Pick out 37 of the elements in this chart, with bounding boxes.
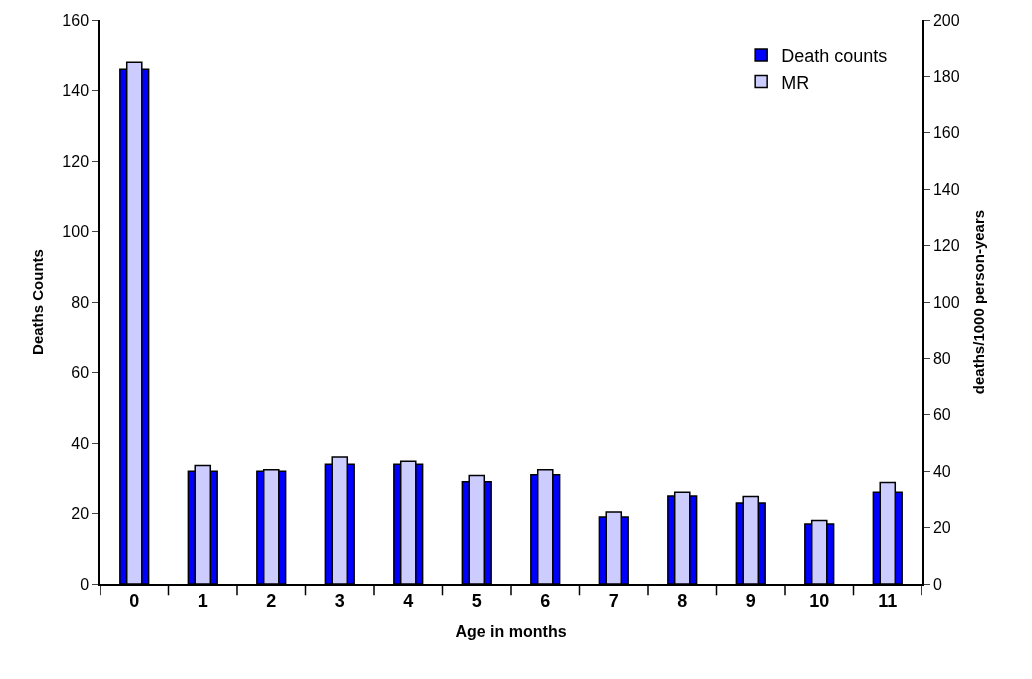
y2-tick-label: 80 <box>932 350 951 367</box>
x-tick-label: 10 <box>809 591 830 612</box>
y2-tick-label: 100 <box>932 293 960 311</box>
y-tick-label: 100 <box>62 223 90 241</box>
y-tick-label: 40 <box>71 434 90 452</box>
y-tick-label: 60 <box>71 364 90 382</box>
y-axis-title: Deaths Counts <box>29 249 47 355</box>
y2-axis-title: deaths/1000 person-years <box>970 209 988 395</box>
x-tick-label: 7 <box>608 591 619 612</box>
y-tick-label: 80 <box>71 293 90 311</box>
x-tick-label: 3 <box>334 591 345 612</box>
x-axis-title: Age in months <box>455 622 567 640</box>
legend-label: MR <box>781 72 810 93</box>
y2-tick-label: 20 <box>932 519 951 537</box>
y2-tick-label: 140 <box>932 180 960 198</box>
y-tick-label: 20 <box>71 505 90 523</box>
y2-tick-label: 0 <box>932 575 942 593</box>
x-tick-label: 1 <box>197 591 208 612</box>
x-tick-label: 11 <box>878 591 898 612</box>
x-tick-label: 5 <box>471 591 482 612</box>
x-tick-label: 6 <box>540 591 551 612</box>
y2-tick-label: 200 <box>932 11 960 29</box>
legend-label: Death counts <box>781 46 888 67</box>
y2-tick-label: 60 <box>932 406 951 424</box>
x-tick-label: 2 <box>266 591 277 612</box>
y-tick-label: 140 <box>62 82 90 100</box>
x-tick-label: 4 <box>403 591 414 612</box>
y-tick-label: 0 <box>80 575 90 593</box>
y2-tick-label: 120 <box>932 237 960 255</box>
y2-tick-label: 160 <box>932 124 960 142</box>
x-tick-label: 8 <box>677 591 688 612</box>
y-tick-label: 160 <box>62 11 90 29</box>
y2-tick-label: 40 <box>932 462 951 480</box>
x-tick-label: 9 <box>745 591 756 612</box>
y-tick-label: 120 <box>62 152 90 170</box>
x-tick-label: 0 <box>129 591 140 612</box>
y2-tick-label: 180 <box>932 68 960 85</box>
